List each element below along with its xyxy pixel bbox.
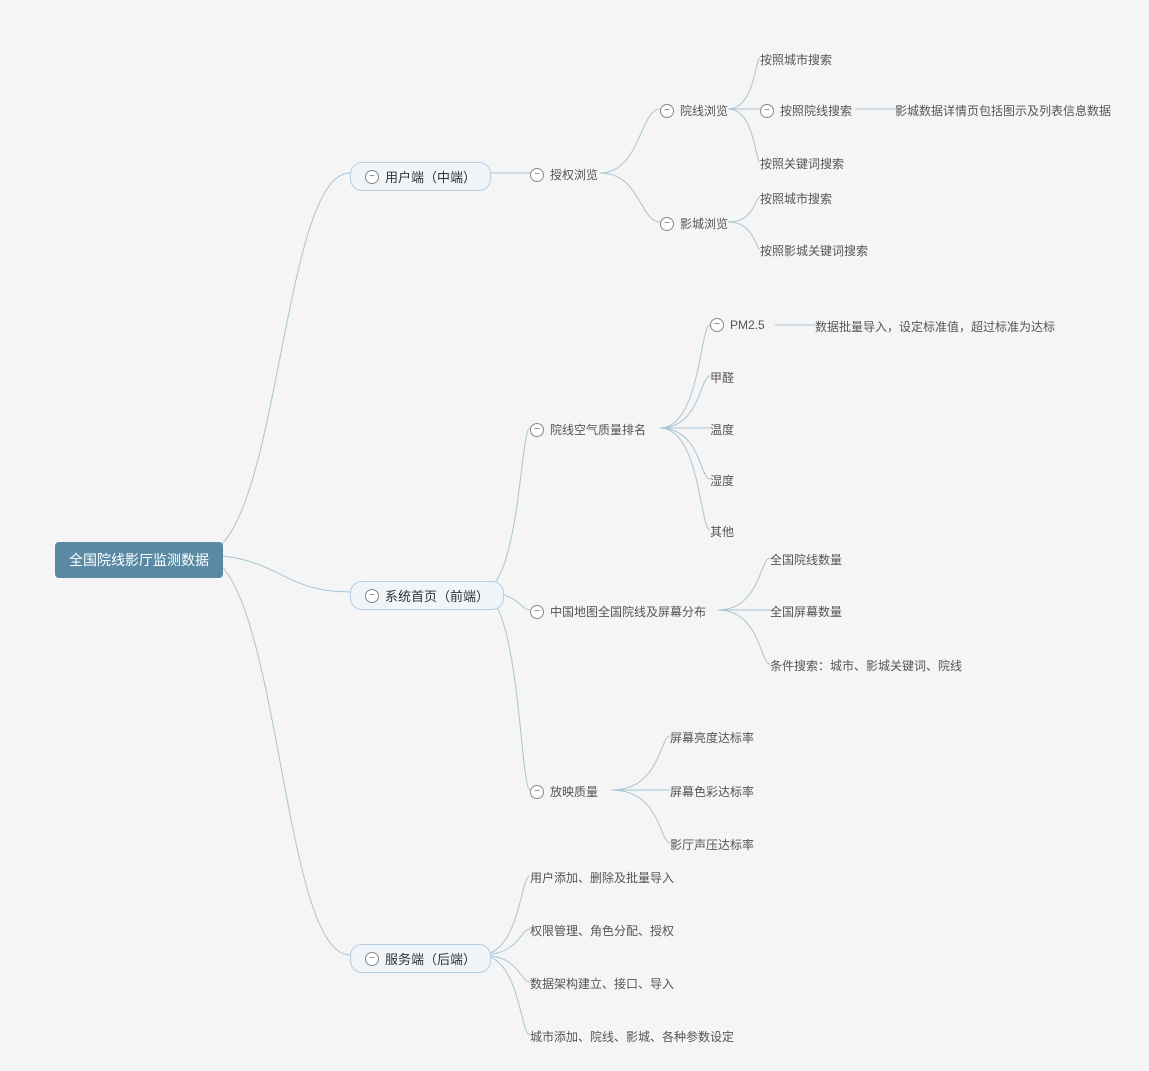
node-label: 条件搜索：城市、影城关键词、院线 <box>770 657 962 674</box>
leaf-cinema-detail[interactable]: 影城数据详情页包括图示及列表信息数据 <box>895 102 1111 119</box>
node-label: 用户添加、删除及批量导入 <box>530 869 674 886</box>
node-system-home[interactable]: − 系统首页（前端） <box>350 581 504 610</box>
leaf-conditional-search[interactable]: 条件搜索：城市、影城关键词、院线 <box>770 657 962 674</box>
node-label: 按照城市搜索 <box>760 51 832 68</box>
node-label: 数据批量导入，设定标准值，超过标准为达标 <box>815 318 1055 335</box>
node-label: 数据架构建立、接口、导入 <box>530 975 674 992</box>
node-label: 甲醛 <box>710 369 734 386</box>
leaf-search-city-2[interactable]: 按照城市搜索 <box>760 190 832 207</box>
leaf-pm25[interactable]: − PM2.5 <box>710 318 765 332</box>
node-label: 影城数据详情页包括图示及列表信息数据 <box>895 102 1111 119</box>
node-label: PM2.5 <box>730 318 765 332</box>
node-label: 按照城市搜索 <box>760 190 832 207</box>
node-china-map-distribution[interactable]: − 中国地图全国院线及屏幕分布 <box>530 603 706 620</box>
collapse-icon[interactable]: − <box>530 785 544 799</box>
node-user-client[interactable]: − 用户端（中端） <box>350 162 491 191</box>
leaf-humidity[interactable]: 湿度 <box>710 472 734 489</box>
node-projection-quality[interactable]: − 放映质量 <box>530 783 598 800</box>
node-label: 服务端（后端） <box>385 949 476 968</box>
leaf-city-config[interactable]: 城市添加、院线、影城、各种参数设定 <box>530 1028 734 1045</box>
node-label: 屏幕色彩达标率 <box>670 783 754 800</box>
node-label: 全国院线数量 <box>770 551 842 568</box>
node-label: 院线浏览 <box>680 102 728 119</box>
node-label: 院线空气质量排名 <box>550 421 646 438</box>
leaf-national-chain-count[interactable]: 全国院线数量 <box>770 551 842 568</box>
leaf-search-keyword[interactable]: 按照关键词搜索 <box>760 155 844 172</box>
leaf-pm25-detail[interactable]: 数据批量导入，设定标准值，超过标准为达标 <box>815 318 1055 335</box>
node-server-backend[interactable]: − 服务端（后端） <box>350 944 491 973</box>
leaf-search-city-1[interactable]: 按照城市搜索 <box>760 51 832 68</box>
collapse-icon[interactable]: − <box>530 423 544 437</box>
node-label: 用户端（中端） <box>385 167 476 186</box>
leaf-search-chain[interactable]: − 按照院线搜索 <box>760 102 852 119</box>
collapse-icon[interactable]: − <box>660 104 674 118</box>
node-air-quality-rank[interactable]: − 院线空气质量排名 <box>530 421 646 438</box>
leaf-search-cinema-keyword[interactable]: 按照影城关键词搜索 <box>760 242 868 259</box>
node-label: 温度 <box>710 421 734 438</box>
node-auth-browse[interactable]: − 授权浏览 <box>530 166 598 183</box>
node-label: 按照关键词搜索 <box>760 155 844 172</box>
node-label: 放映质量 <box>550 783 598 800</box>
root-node[interactable]: 全国院线影厅监测数据 <box>55 542 223 578</box>
leaf-permission-mgmt[interactable]: 权限管理、角色分配、授权 <box>530 922 674 939</box>
leaf-other[interactable]: 其他 <box>710 523 734 540</box>
leaf-national-screen-count[interactable]: 全国屏幕数量 <box>770 603 842 620</box>
node-label: 按照院线搜索 <box>780 102 852 119</box>
node-label: 全国屏幕数量 <box>770 603 842 620</box>
node-label: 其他 <box>710 523 734 540</box>
leaf-color-rate[interactable]: 屏幕色彩达标率 <box>670 783 754 800</box>
collapse-icon[interactable]: − <box>760 104 774 118</box>
collapse-icon[interactable]: − <box>710 318 724 332</box>
collapse-icon[interactable]: − <box>530 168 544 182</box>
mindmap-connectors <box>0 0 1149 1071</box>
node-label: 湿度 <box>710 472 734 489</box>
node-label: 权限管理、角色分配、授权 <box>530 922 674 939</box>
node-chain-browse[interactable]: − 院线浏览 <box>660 102 728 119</box>
node-label: 屏幕亮度达标率 <box>670 729 754 746</box>
node-label: 按照影城关键词搜索 <box>760 242 868 259</box>
leaf-temperature[interactable]: 温度 <box>710 421 734 438</box>
collapse-icon[interactable]: − <box>530 605 544 619</box>
node-label: 授权浏览 <box>550 166 598 183</box>
leaf-formaldehyde[interactable]: 甲醛 <box>710 369 734 386</box>
collapse-icon[interactable]: − <box>365 170 379 184</box>
collapse-icon[interactable]: − <box>660 217 674 231</box>
leaf-sound-pressure-rate[interactable]: 影厅声压达标率 <box>670 836 754 853</box>
node-label: 系统首页（前端） <box>385 586 489 605</box>
node-label: 影厅声压达标率 <box>670 836 754 853</box>
node-label: 影城浏览 <box>680 215 728 232</box>
node-label: 城市添加、院线、影城、各种参数设定 <box>530 1028 734 1045</box>
node-cinema-browse[interactable]: − 影城浏览 <box>660 215 728 232</box>
leaf-data-arch[interactable]: 数据架构建立、接口、导入 <box>530 975 674 992</box>
leaf-user-mgmt[interactable]: 用户添加、删除及批量导入 <box>530 869 674 886</box>
collapse-icon[interactable]: − <box>365 589 379 603</box>
leaf-brightness-rate[interactable]: 屏幕亮度达标率 <box>670 729 754 746</box>
node-label: 中国地图全国院线及屏幕分布 <box>550 603 706 620</box>
collapse-icon[interactable]: − <box>365 952 379 966</box>
root-label: 全国院线影厅监测数据 <box>69 550 209 570</box>
